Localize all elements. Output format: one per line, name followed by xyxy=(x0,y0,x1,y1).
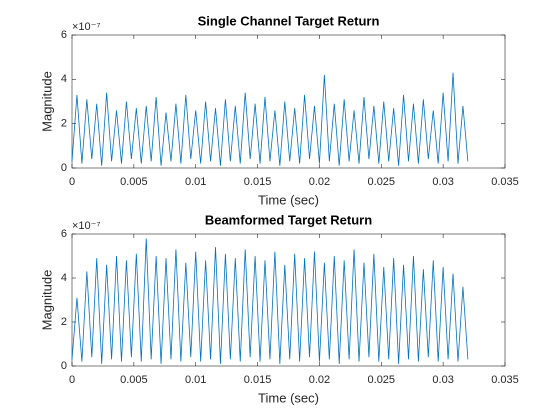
x-tick-label: 0 xyxy=(69,176,75,188)
y-exponent: ×10⁻⁷ xyxy=(72,21,100,33)
x-tick-label: 0.025 xyxy=(368,374,396,386)
x-tick-label: 0.035 xyxy=(491,374,519,386)
data-line xyxy=(71,72,469,166)
chart-title: Single Channel Target Return xyxy=(198,13,380,28)
data-line xyxy=(71,238,469,364)
x-tick-label: 0.02 xyxy=(309,374,330,386)
x-tick-label: 0.01 xyxy=(185,374,206,386)
x-tick-label: 0.015 xyxy=(244,176,272,188)
y-tick-label: 0 xyxy=(61,360,67,372)
y-axis-label: Magnitude xyxy=(39,270,54,331)
x-tick-label: 0.03 xyxy=(432,374,453,386)
y-axis-label: Magnitude xyxy=(39,71,54,132)
x-axis-label: Time (sec) xyxy=(258,390,319,405)
y-tick-label: 4 xyxy=(61,272,67,284)
x-tick-label: 0.03 xyxy=(432,176,453,188)
x-tick-label: 0.005 xyxy=(120,176,148,188)
x-tick-label: 0.02 xyxy=(309,176,330,188)
y-tick-label: 6 xyxy=(61,228,67,240)
x-tick-label: 0.015 xyxy=(244,374,272,386)
y-tick-label: 2 xyxy=(61,118,67,130)
x-tick-label: 0.035 xyxy=(491,176,519,188)
y-tick-label: 6 xyxy=(61,29,67,41)
y-tick-label: 0 xyxy=(61,162,67,174)
x-tick-label: 0 xyxy=(69,374,75,386)
plot-area xyxy=(71,233,506,367)
y-exponent: ×10⁻⁷ xyxy=(72,220,100,232)
y-tick-label: 4 xyxy=(61,73,67,85)
x-tick-label: 0.025 xyxy=(368,176,396,188)
x-tick-label: 0.005 xyxy=(120,374,148,386)
chart-title: Beamformed Target Return xyxy=(205,212,372,227)
x-axis-label: Time (sec) xyxy=(258,192,319,207)
y-tick-label: 2 xyxy=(61,316,67,328)
x-tick-label: 0.01 xyxy=(185,176,206,188)
